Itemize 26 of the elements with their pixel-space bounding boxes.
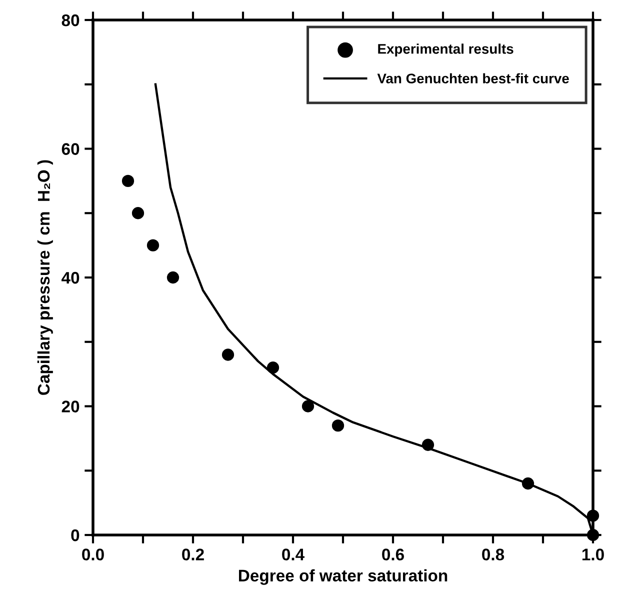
legend-label: Van Genuchten best-fit curve	[377, 73, 569, 84]
point	[422, 438, 434, 451]
x-tick-label: 1.0	[582, 548, 604, 560]
y-axis-title: Capillary pressure ( cm H₂O )	[37, 160, 53, 395]
y-tick-label: 40	[62, 272, 80, 284]
x-tick-label: 0.6	[382, 548, 404, 560]
point	[522, 477, 534, 490]
point	[332, 419, 344, 432]
point	[166, 271, 180, 284]
x-tick-label: 0.8	[482, 548, 504, 560]
x-tick-label: 0.0	[82, 548, 104, 560]
point	[122, 174, 134, 188]
point	[302, 400, 314, 412]
point	[222, 348, 234, 361]
legend-label: Experimental results	[378, 44, 514, 57]
x-axis-title: Degree of water saturation	[239, 569, 448, 585]
y-tick-label: 20	[62, 400, 80, 412]
x-tick-label: 0.4	[282, 548, 304, 560]
y-tick-label: 0	[71, 529, 80, 542]
point	[146, 239, 160, 252]
x-tick-label: 0.2	[182, 548, 204, 560]
point	[132, 207, 144, 220]
y-tick-label: 80	[62, 14, 80, 26]
point	[266, 362, 280, 374]
y-tick-label: 60	[62, 143, 80, 155]
point	[586, 510, 600, 522]
